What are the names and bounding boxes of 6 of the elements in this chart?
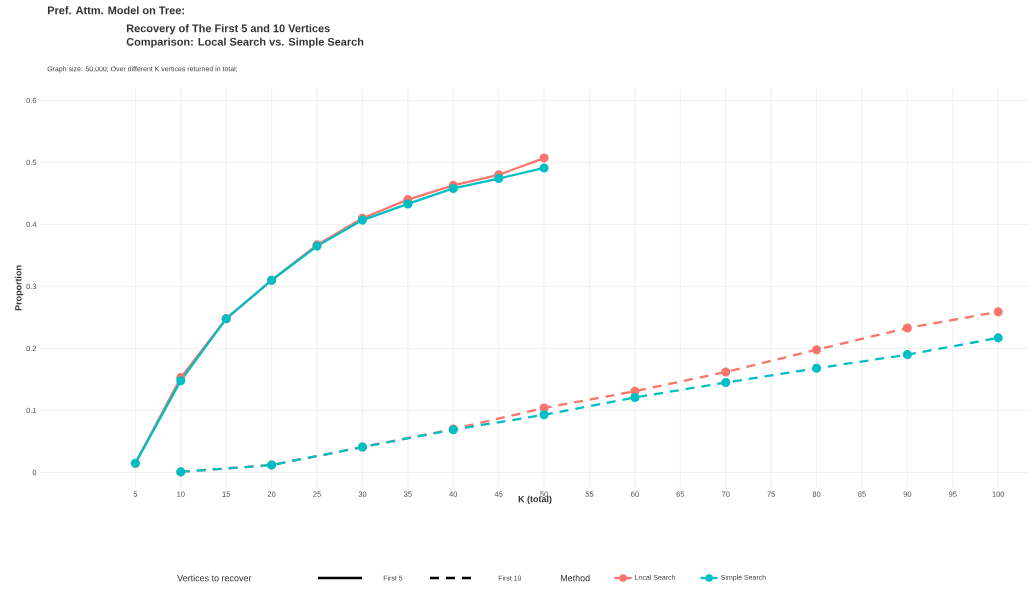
x-axis-title: K (total)	[518, 495, 552, 504]
chart-subtitle: Recovery of The First 5 and 10 Vertices Comparison: Local Search vs. Simple Search	[126, 24, 364, 48]
text: Vertices to recover	[177, 574, 252, 582]
legend-title: Method	[560, 574, 590, 582]
y-axis-title: Proportion	[14, 265, 24, 311]
chart-title: Pref. Attm. Model on Tree:	[47, 6, 184, 15]
